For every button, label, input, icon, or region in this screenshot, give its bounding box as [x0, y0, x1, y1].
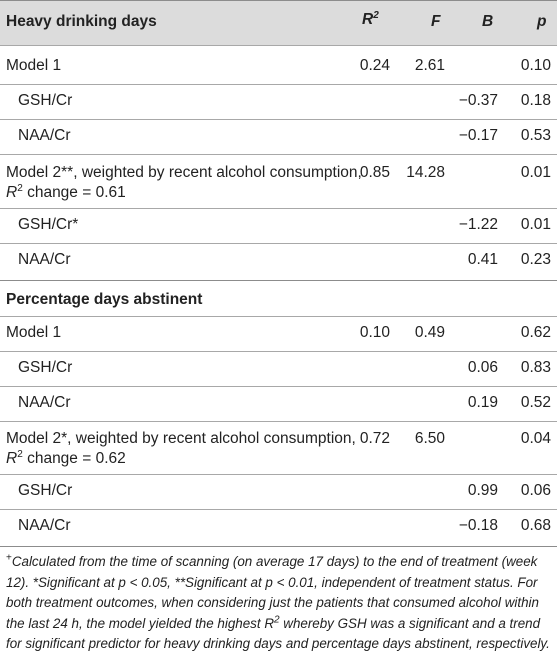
row-rule: [0, 208, 557, 209]
header-rule: [0, 45, 557, 46]
bottom-rule: [0, 546, 557, 547]
cell-f: 6.50: [414, 430, 445, 447]
row-label: NAA/Cr: [18, 517, 71, 534]
cell-b: −0.37: [458, 92, 498, 109]
header-p: p: [537, 13, 547, 30]
row-label-line2: R2 change = 0.61: [6, 182, 126, 201]
row-rule: [0, 154, 557, 155]
cell-p: 0.04: [520, 430, 551, 447]
row-label: Model 1: [6, 324, 62, 341]
row-label: GSH/Cr: [18, 92, 73, 109]
cell-r2: 0.85: [359, 164, 390, 181]
cell-p: 0.01: [520, 216, 551, 233]
cell-f: 2.61: [414, 57, 445, 74]
row-rule: [0, 316, 557, 317]
cell-f: 14.28: [406, 164, 445, 181]
table-footnote: +Calculated from the time of scanning (o…: [6, 552, 550, 652]
cell-r2: 0.10: [359, 324, 390, 341]
row-rule: [0, 474, 557, 475]
cell-p: 0.68: [520, 517, 551, 534]
row-label: GSH/Cr*: [18, 216, 79, 233]
row-label: NAA/Cr: [18, 394, 71, 411]
cell-p: 0.10: [520, 57, 551, 74]
header-f: F: [431, 13, 441, 30]
row-rule: [0, 243, 557, 244]
table-header-band: [0, 0, 557, 45]
cell-p: 0.01: [520, 164, 551, 181]
cell-b: −0.17: [458, 127, 498, 144]
row-label: Model 1: [6, 57, 62, 74]
header-r2: R2: [362, 9, 379, 28]
row-label-line1: Model 2*, weighted by recent alcohol con…: [6, 430, 356, 447]
cell-p: 0.53: [520, 127, 551, 144]
cell-b: 0.19: [467, 394, 498, 411]
row-label: GSH/Cr: [18, 482, 73, 499]
top-rule: [0, 0, 557, 1]
cell-p: 0.23: [520, 251, 551, 268]
row-rule: [0, 421, 557, 422]
cell-b: 0.41: [467, 251, 498, 268]
cell-p: 0.18: [520, 92, 551, 109]
cell-r2: 0.24: [359, 57, 390, 74]
cell-b: 0.99: [467, 482, 498, 499]
row-label: NAA/Cr: [18, 127, 71, 144]
row-label-line1: Model 2**, weighted by recent alcohol co…: [6, 164, 362, 181]
row-rule: [0, 386, 557, 387]
header-b: B: [482, 13, 494, 30]
section-title: Percentage days abstinent: [6, 291, 203, 308]
cell-b: −0.18: [458, 517, 498, 534]
row-rule: [0, 509, 557, 510]
cell-r2: 0.72: [359, 430, 390, 447]
row-label: NAA/Cr: [18, 251, 71, 268]
cell-p: 0.83: [520, 359, 551, 376]
row-label: GSH/Cr: [18, 359, 73, 376]
cell-p: 0.62: [520, 324, 551, 341]
cell-f: 0.49: [414, 324, 445, 341]
row-label-line2: R2 change = 0.62: [6, 448, 126, 467]
cell-b: 0.06: [467, 359, 498, 376]
section-rule: [0, 280, 557, 281]
row-rule: [0, 84, 557, 85]
header-outcome: Heavy drinking days: [6, 13, 157, 30]
cell-p: 0.52: [520, 394, 551, 411]
row-rule: [0, 119, 557, 120]
row-rule: [0, 351, 557, 352]
cell-p: 0.06: [520, 482, 551, 499]
cell-b: −1.22: [458, 216, 498, 233]
